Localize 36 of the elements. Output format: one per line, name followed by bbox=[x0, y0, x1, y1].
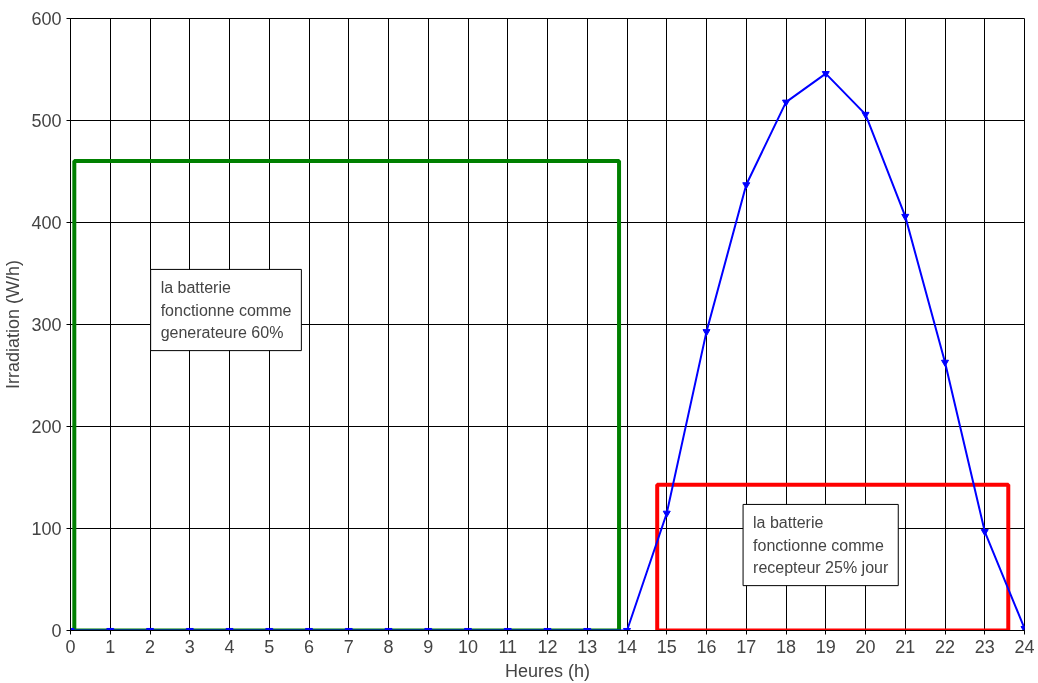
x-tick-label: 14 bbox=[616, 636, 638, 657]
x-tick-label: 23 bbox=[974, 636, 995, 657]
y-tick-label: 500 bbox=[31, 111, 62, 131]
y-tick-label: 400 bbox=[31, 213, 62, 233]
x-tick-label: 22 bbox=[934, 636, 956, 657]
x-tick-label: 9 bbox=[423, 636, 434, 657]
x-tick-label: 2 bbox=[144, 636, 156, 657]
x-tick-label: 0 bbox=[65, 636, 76, 657]
y-axis-title: Irradiation (W/h) bbox=[3, 259, 24, 390]
x-tick-label: 4 bbox=[224, 636, 235, 657]
x-tick-label: 5 bbox=[264, 636, 275, 657]
x-tick-label: 3 bbox=[184, 636, 195, 657]
x-tick-label: 17 bbox=[736, 636, 757, 657]
x-tick-label: 12 bbox=[537, 636, 558, 657]
x-tick-label: 24 bbox=[1014, 636, 1035, 657]
x-tick-label: 10 bbox=[457, 636, 479, 657]
x-tick-label: 16 bbox=[696, 636, 717, 657]
x-tick-label: 21 bbox=[895, 636, 916, 657]
y-tick-label: 600 bbox=[31, 9, 62, 29]
y-tick-label: 200 bbox=[31, 417, 62, 437]
x-tick-label: 13 bbox=[577, 636, 598, 657]
y-tick-label: 300 bbox=[31, 315, 62, 335]
x-tick-label: 11 bbox=[498, 636, 518, 657]
x-tick-label: 8 bbox=[383, 636, 394, 657]
x-tick-label: 20 bbox=[855, 636, 876, 657]
y-tick-label: 100 bbox=[31, 519, 62, 539]
x-tick-label: 19 bbox=[815, 636, 836, 657]
annotation: la batterie fonctionne comme recepteur 25% jour bbox=[753, 514, 889, 576]
x-tick-label: 7 bbox=[343, 636, 354, 657]
x-axis-title: Heures (h) bbox=[504, 660, 591, 681]
x-tick-label: 15 bbox=[656, 636, 677, 657]
annotation: la batterie fonctionne comme generateure 60% bbox=[160, 279, 292, 341]
x-tick-label: 18 bbox=[775, 636, 797, 657]
x-tick-label: 1 bbox=[105, 636, 116, 657]
y-tick-label: 0 bbox=[51, 621, 62, 641]
x-tick-label: 6 bbox=[303, 636, 315, 657]
